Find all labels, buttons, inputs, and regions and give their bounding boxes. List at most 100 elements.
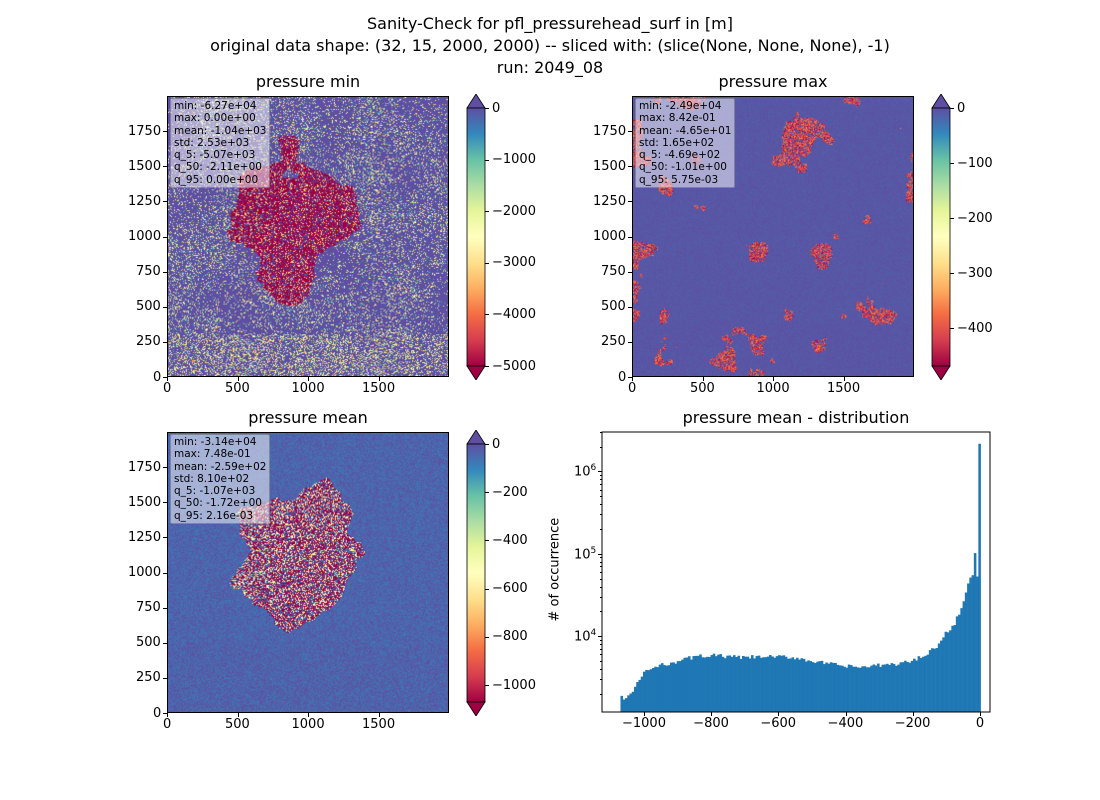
map-x-tick-label: 1500 [827, 381, 861, 396]
histogram-y-minor-tick [600, 572, 602, 573]
histogram-bar [751, 655, 754, 712]
histogram-bar [807, 660, 810, 712]
histogram-bar [636, 682, 639, 712]
histogram-y-minor-tick [600, 660, 602, 662]
map-x-tick-label: 500 [690, 381, 715, 396]
histogram-bar [715, 656, 718, 712]
colorbar-tick-mark [485, 588, 489, 590]
map-y-tick-mark [628, 236, 632, 238]
colorbar-tick-mark [485, 540, 489, 542]
histogram-y-minor-tick [600, 504, 602, 506]
colorbar-tick-label: −5000 [492, 358, 536, 374]
histogram-y-minor-tick [600, 644, 602, 646]
map-y-tick-mark [628, 271, 632, 273]
histogram-bar [910, 660, 914, 712]
colorbar-tick-mark [485, 108, 489, 109]
histogram-x-tick-mark [912, 712, 914, 716]
histogram-bar [969, 577, 972, 712]
colorbar-tick-mark [950, 163, 954, 164]
histogram-bar [933, 648, 936, 712]
map-x-tick-label: 1500 [362, 381, 396, 396]
histogram-y-minor-tick [600, 654, 602, 656]
colorbar-tick-mark [950, 218, 954, 220]
panel-mean-stat: min: -3.14e+04 [174, 436, 257, 448]
histogram-bar [946, 632, 950, 712]
histogram-bar [913, 658, 916, 712]
histogram-bar [953, 625, 957, 712]
histogram-bar [836, 664, 840, 712]
histogram-bar [706, 656, 709, 712]
histogram-y-minor-tick [600, 611, 602, 613]
map-x-tick-mark [308, 713, 309, 717]
histogram-bar [809, 661, 813, 712]
histogram-y-minor-tick [600, 496, 602, 498]
colorbar-tick-label: −200 [492, 484, 528, 500]
map-x-tick-mark [843, 377, 845, 381]
map-y-tick-mark [163, 713, 167, 714]
histogram-bar [859, 667, 862, 712]
histogram-bar [899, 662, 903, 712]
map-y-tick-mark [163, 467, 167, 469]
panel-max-stat: max: 8.42e-01 [639, 112, 716, 125]
histogram-x-tick-label: 0 [975, 716, 985, 731]
histogram-bar [861, 666, 864, 712]
histogram-bar [690, 659, 693, 712]
histogram-bar [973, 553, 977, 712]
histogram-bar [733, 655, 736, 712]
histogram-y-minor-tick [600, 484, 602, 486]
map-y-tick-label: 750 [601, 264, 626, 280]
histogram-bar [782, 655, 786, 712]
colorbar-tick-label: −1000 [492, 152, 536, 168]
panel-mean-stat: mean: -2.59e+02 [174, 460, 267, 473]
map-x-tick-mark [308, 377, 309, 381]
map-y-tick-label: 500 [136, 299, 161, 315]
histogram-bar [667, 665, 671, 712]
map-y-tick-label: 0 [153, 369, 162, 385]
histogram-x-tick-mark [979, 712, 981, 716]
map-y-tick-mark [163, 131, 167, 133]
histogram-bar [924, 655, 927, 712]
panel-max-stat: min: -2.49e+04 [639, 100, 722, 112]
histogram-bar [757, 655, 761, 712]
map-x-tick-label: 0 [628, 381, 637, 396]
histogram-bar [640, 676, 644, 712]
histogram-bar [942, 637, 945, 712]
histogram-y-minor-tick [600, 479, 602, 481]
histogram-bar [703, 657, 707, 712]
histogram-bar [895, 665, 898, 712]
colorbar-tick-mark [485, 685, 489, 687]
map-y-tick-label: 0 [153, 705, 162, 721]
map-y-tick-mark [163, 502, 167, 504]
map-x-tick-label: 500 [225, 717, 250, 732]
histogram-bar [739, 658, 743, 712]
panel-mean-stat: q_95: 2.16e-03 [174, 509, 254, 522]
colorbar-over-extend [466, 430, 486, 445]
histogram-bar [868, 667, 871, 712]
panel-min-stat: min: -6.27e+04 [174, 100, 257, 112]
histogram-bar [796, 657, 799, 712]
map-y-tick-label: 1750 [593, 123, 627, 139]
histogram-y-minor-tick [600, 668, 602, 670]
histogram-bar [877, 663, 880, 712]
map-y-tick-mark [163, 271, 167, 273]
map-x-tick-label: 500 [225, 381, 250, 396]
histogram-bar [908, 662, 912, 712]
histogram-bar [904, 660, 907, 712]
histogram-y-minor-tick [600, 679, 602, 681]
histogram-bar [944, 631, 948, 712]
histogram-y-tick-label: 104 [574, 628, 597, 645]
histogram-bar [685, 657, 689, 712]
colorbar-over-extend [466, 94, 486, 109]
histogram-bar [645, 669, 648, 712]
histogram-bar [881, 664, 885, 712]
map-y-tick-label: 1500 [128, 494, 162, 510]
histogram-bar [663, 665, 666, 712]
histogram-bar [710, 655, 714, 712]
map-x-tick-label: 0 [163, 717, 172, 732]
histogram-x-tick-label: −400 [827, 716, 864, 731]
histogram-bar [737, 655, 741, 712]
histogram-bar [697, 655, 700, 712]
colorbar-tick-label: −200 [957, 210, 993, 226]
histogram-bar [778, 655, 781, 712]
histogram-bar [735, 657, 738, 712]
